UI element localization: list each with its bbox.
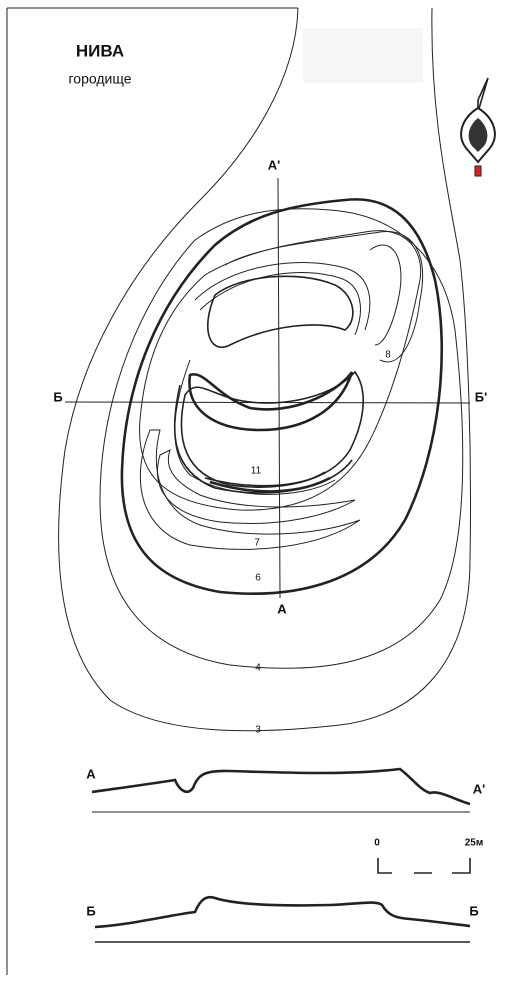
scale-label: 25м: [465, 838, 484, 849]
blank-patch: [303, 28, 423, 83]
contour-label: 6: [255, 573, 261, 584]
section-label: А': [268, 157, 280, 172]
title: НИВА: [76, 41, 124, 60]
section-label: А: [277, 601, 287, 616]
site-plan: НИВА городище А' А Б Б' 11 8 7 6 4 3: [0, 0, 508, 981]
section-label: Б': [475, 389, 487, 404]
contour-label: 7: [254, 538, 260, 549]
contour-label: 4: [255, 663, 261, 674]
profile-label: Б: [86, 903, 95, 918]
subtitle: городище: [69, 71, 132, 87]
contour-label: 3: [255, 725, 261, 736]
contour-label: 8: [385, 350, 391, 361]
profile-label: Б: [469, 903, 478, 918]
profile-label: А': [473, 781, 485, 796]
scale-label: 0: [374, 838, 380, 849]
profile-label: А: [86, 766, 96, 781]
section-label: Б: [53, 389, 62, 404]
contour-label: 11: [251, 466, 262, 477]
